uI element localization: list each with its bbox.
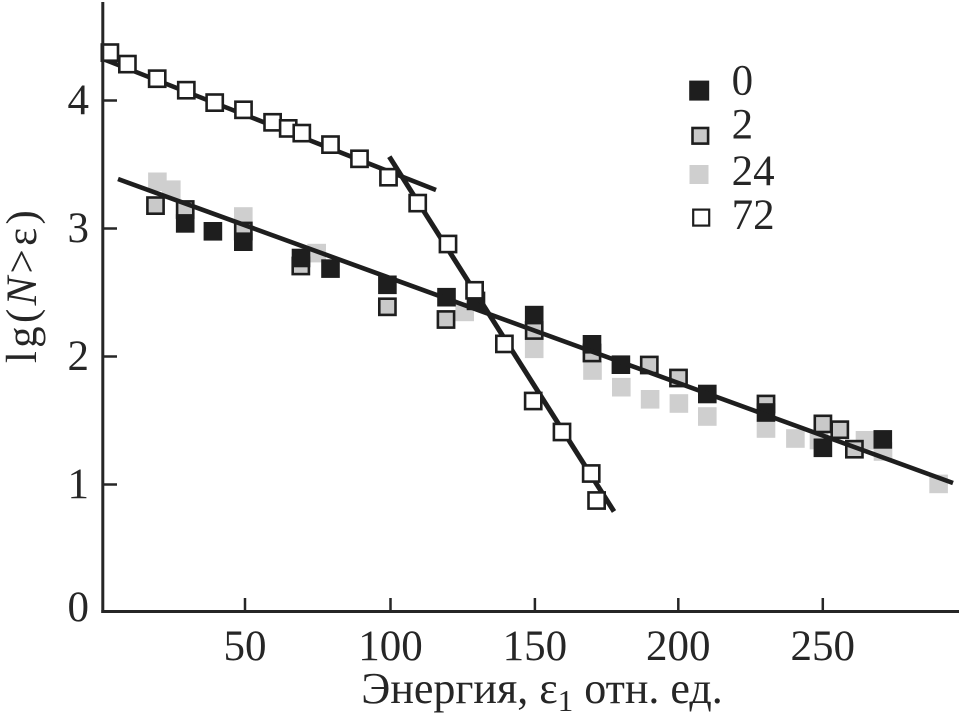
svg-text:0: 0 bbox=[68, 584, 90, 631]
svg-text:lg(N>ε): lg(N>ε) bbox=[0, 207, 46, 363]
svg-text:4: 4 bbox=[68, 77, 90, 124]
svg-text:Энергия, ε1 отн. ед.: Энергия, ε1 отн. ед. bbox=[361, 664, 722, 718]
svg-text:2: 2 bbox=[68, 333, 90, 380]
svg-text:50: 50 bbox=[224, 623, 267, 670]
svg-text:0: 0 bbox=[732, 58, 754, 105]
svg-text:24: 24 bbox=[732, 148, 775, 195]
svg-text:200: 200 bbox=[646, 623, 711, 670]
svg-text:2: 2 bbox=[732, 102, 754, 149]
svg-text:1: 1 bbox=[68, 461, 90, 508]
svg-text:150: 150 bbox=[503, 623, 568, 670]
svg-text:100: 100 bbox=[358, 623, 423, 670]
svg-text:250: 250 bbox=[791, 623, 856, 670]
svg-text:3: 3 bbox=[68, 205, 90, 252]
svg-text:72: 72 bbox=[732, 192, 775, 239]
